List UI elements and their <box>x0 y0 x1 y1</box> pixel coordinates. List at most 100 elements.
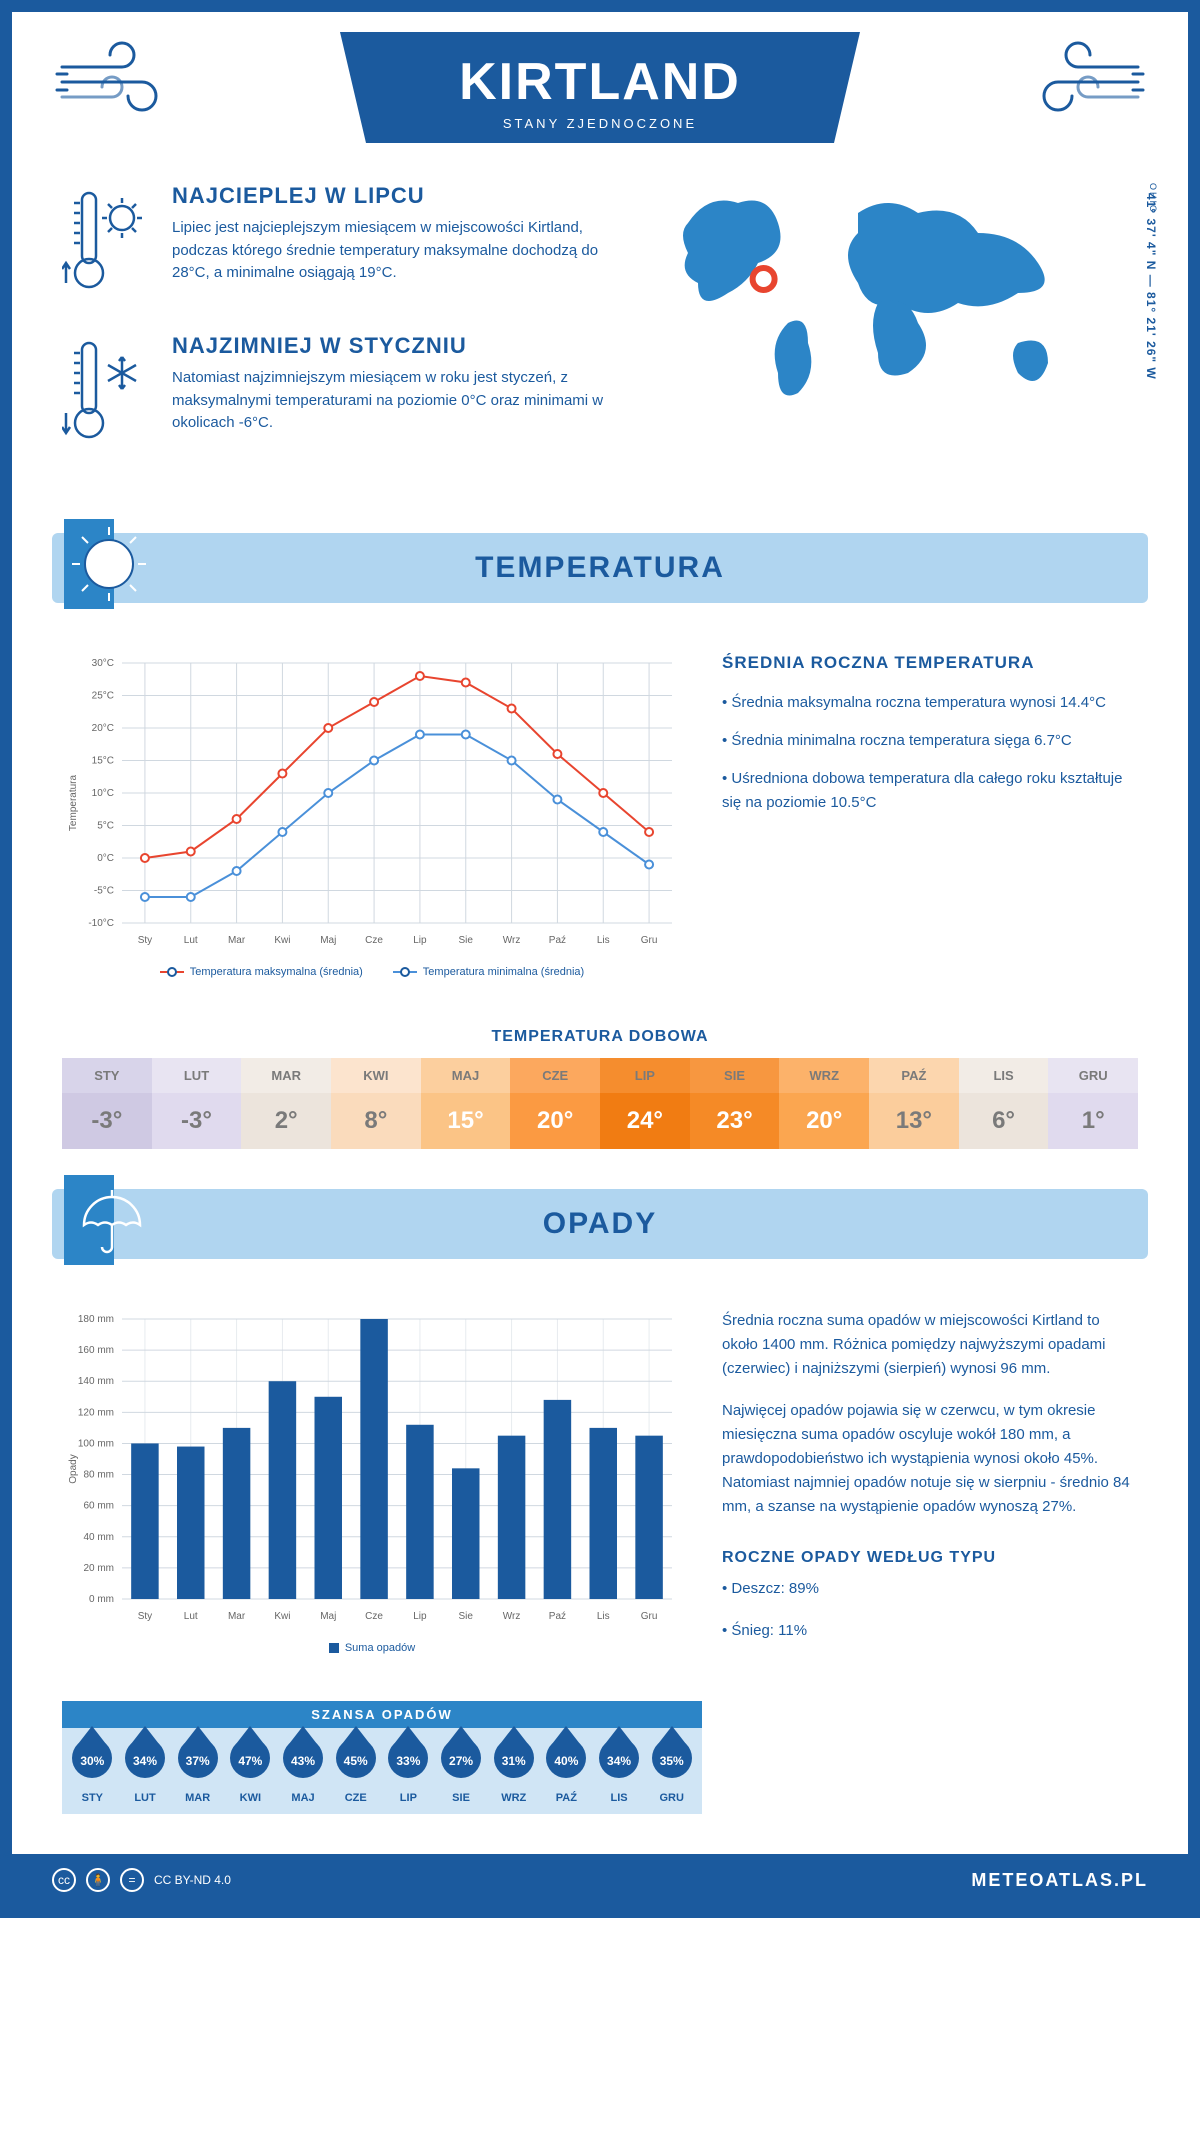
city-title: KIRTLAND <box>420 52 780 112</box>
sun-icon <box>64 519 154 609</box>
chance-cell: 37% MAR <box>171 1738 224 1804</box>
temperature-title: TEMPERATURA <box>52 551 1148 585</box>
chance-value: 34% <box>125 1754 165 1768</box>
precip-type-title: ROCZNE OPADY WEDŁUG TYPU <box>722 1549 1138 1567</box>
site-name: METEOATLAS.PL <box>971 1870 1148 1891</box>
chance-month: LIS <box>593 1792 646 1804</box>
svg-text:Paź: Paź <box>549 1611 566 1622</box>
svg-text:Mar: Mar <box>228 935 246 946</box>
chance-cell: 34%LUT <box>119 1738 172 1804</box>
daily-value: 2° <box>241 1093 331 1149</box>
raindrop-icon: 45% <box>336 1738 376 1788</box>
fact-warm-body: Lipiec jest najcieplejszym miesiącem w m… <box>172 217 618 285</box>
country-subtitle: STANY ZJEDNOCZONE <box>420 116 780 131</box>
svg-text:40 mm: 40 mm <box>83 1532 114 1543</box>
chance-value: 27% <box>441 1754 481 1768</box>
license-block: cc 🧍 = CC BY-ND 4.0 <box>52 1868 231 1892</box>
daily-month: LIS <box>959 1058 1049 1093</box>
daily-value: 20° <box>510 1093 600 1149</box>
chance-month: PAŹ <box>540 1792 593 1804</box>
legend-max-label: Temperatura maksymalna (średnia) <box>190 966 363 978</box>
fact-warmest: NAJCIEPLEJ W LIPCU Lipiec jest najcieple… <box>62 183 618 303</box>
raindrop-icon: 34% <box>599 1738 639 1788</box>
daily-month: LUT <box>152 1058 242 1093</box>
daily-value: 1° <box>1048 1093 1138 1149</box>
svg-text:Maj: Maj <box>320 1611 336 1622</box>
raindrop-icon: 40% <box>546 1738 586 1788</box>
fact-cold-title: NAJZIMNIEJ W STYCZNIU <box>172 333 618 359</box>
svg-text:20 mm: 20 mm <box>83 1563 114 1574</box>
svg-text:-5°C: -5°C <box>94 886 114 897</box>
raindrop-icon: 33% <box>388 1738 428 1788</box>
svg-text:Lip: Lip <box>413 1611 427 1622</box>
footer: cc 🧍 = CC BY-ND 4.0 METEOATLAS.PL <box>12 1854 1188 1906</box>
precip-para1: Średnia roczna suma opadów w miejscowośc… <box>722 1309 1138 1381</box>
chance-month: MAJ <box>277 1792 330 1804</box>
daily-cell: KWI8° <box>331 1058 421 1149</box>
fact-warm-title: NAJCIEPLEJ W LIPCU <box>172 183 618 209</box>
temp-bullet: • Średnia minimalna roczna temperatura s… <box>722 729 1138 753</box>
raindrop-icon: 37% <box>178 1738 218 1788</box>
chance-month: LIP <box>382 1792 435 1804</box>
svg-text:Lut: Lut <box>184 935 198 946</box>
chance-cell: 27% SIE <box>435 1738 488 1804</box>
chance-value: 37% <box>178 1754 218 1768</box>
title-block: KIRTLAND STANY ZJEDNOCZONE <box>192 32 1008 143</box>
chance-cell: 33% LIP <box>382 1738 435 1804</box>
daily-cell: LIS6° <box>959 1058 1049 1149</box>
raindrop-icon: 31% <box>494 1738 534 1788</box>
wind-icon-right <box>1008 32 1148 132</box>
daily-month: STY <box>62 1058 152 1093</box>
chance-value: 43% <box>283 1754 323 1768</box>
title-banner: KIRTLAND STANY ZJEDNOCZONE <box>340 32 860 143</box>
svg-text:0 mm: 0 mm <box>89 1594 114 1605</box>
svg-text:180 mm: 180 mm <box>78 1314 114 1325</box>
precipitation-stats: Średnia roczna suma opadów w miejscowośc… <box>722 1309 1138 1661</box>
precipitation-banner: OPADY <box>52 1189 1148 1259</box>
chance-month: MAR <box>171 1792 224 1804</box>
daily-temp-title: TEMPERATURA DOBOWA <box>12 1028 1188 1046</box>
world-map <box>658 183 1098 423</box>
annual-temp-title: ŚREDNIA ROCZNA TEMPERATURA <box>722 653 1138 673</box>
daily-value: -3° <box>62 1093 152 1149</box>
svg-text:Wrz: Wrz <box>503 1611 521 1622</box>
legend-precip-label: Suma opadów <box>345 1642 415 1654</box>
daily-month: LIP <box>600 1058 690 1093</box>
daily-value: 24° <box>600 1093 690 1149</box>
raindrop-icon: 47% <box>230 1738 270 1788</box>
temperature-line-chart: -10°C-5°C0°C5°C10°C15°C20°C25°C30°CStyLu… <box>62 653 682 953</box>
svg-text:10°C: 10°C <box>92 788 114 799</box>
precipitation-chance-block: SZANSA OPADÓW 30%STY34%LUT37%MAR47%KWI43… <box>62 1701 702 1814</box>
temperature-legend: Temperatura maksymalna (średnia) Tempera… <box>62 966 682 978</box>
precip-para2: Najwięcej opadów pojawia się w czerwcu, … <box>722 1399 1138 1519</box>
svg-text:-10°C: -10°C <box>88 918 114 929</box>
chance-month: SIE <box>435 1792 488 1804</box>
svg-text:Lip: Lip <box>413 935 427 946</box>
chance-value: 45% <box>336 1754 376 1768</box>
daily-month: MAJ <box>421 1058 511 1093</box>
chance-row: 30%STY34%LUT37%MAR47%KWI43%MAJ45%CZE33%L… <box>62 1728 702 1814</box>
svg-text:80 mm: 80 mm <box>83 1470 114 1481</box>
thermometer-snow-icon <box>62 333 152 453</box>
svg-text:Gru: Gru <box>641 1611 658 1622</box>
chance-value: 40% <box>546 1754 586 1768</box>
chance-value: 33% <box>388 1754 428 1768</box>
chance-cell: 45% CZE <box>329 1738 382 1804</box>
daily-month: PAŹ <box>869 1058 959 1093</box>
precip-type-bullet: • Deszcz: 89% <box>722 1577 1138 1601</box>
raindrop-icon: 34% <box>125 1738 165 1788</box>
chance-cell: 34% LIS <box>593 1738 646 1804</box>
daily-value: 13° <box>869 1093 959 1149</box>
by-icon: 🧍 <box>86 1868 110 1892</box>
map-block: OHIO 41° 37' 4" N — 81° 21' 26" W <box>658 183 1138 483</box>
daily-value: 8° <box>331 1093 421 1149</box>
svg-text:30°C: 30°C <box>92 658 114 669</box>
chance-month: CZE <box>329 1792 382 1804</box>
license-text: CC BY-ND 4.0 <box>154 1873 231 1887</box>
chance-value: 30% <box>72 1754 112 1768</box>
chance-value: 31% <box>494 1754 534 1768</box>
svg-text:Kwi: Kwi <box>274 1611 290 1622</box>
temp-bullet: • Średnia maksymalna roczna temperatura … <box>722 691 1138 715</box>
intro-facts: NAJCIEPLEJ W LIPCU Lipiec jest najcieple… <box>62 183 618 483</box>
daily-cell: LUT-3° <box>152 1058 242 1149</box>
